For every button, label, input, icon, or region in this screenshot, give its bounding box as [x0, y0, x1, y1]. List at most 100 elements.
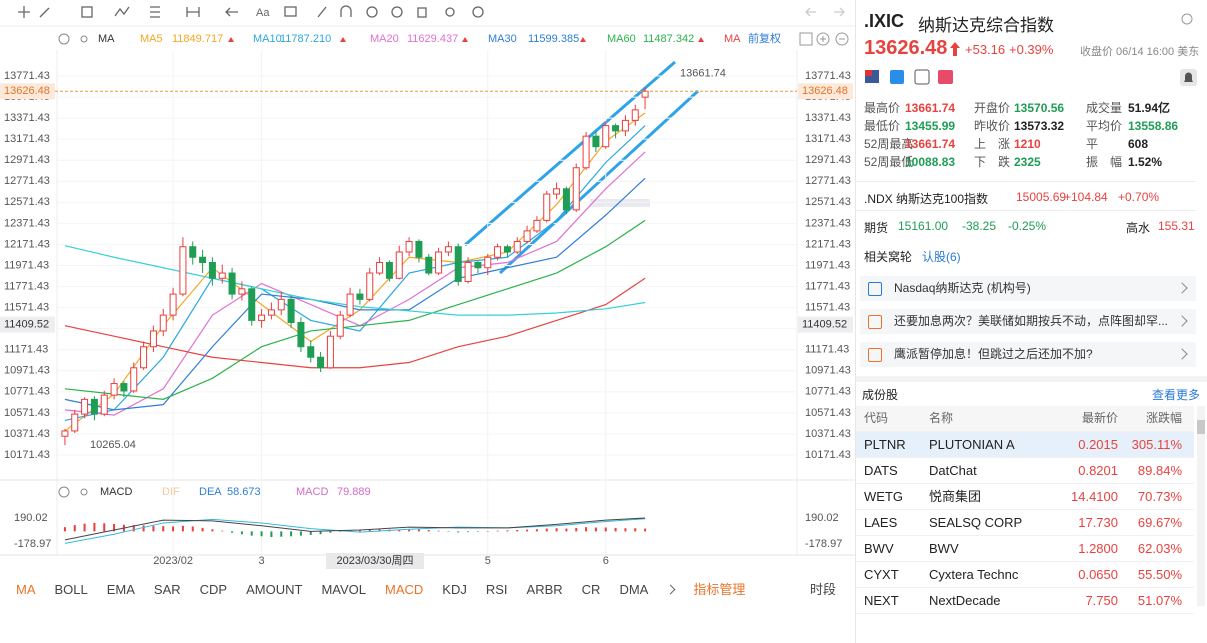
macd-bar [103, 523, 106, 532]
indicator[interactable]: BOLL [54, 582, 88, 597]
candle-body [208, 262, 216, 279]
trend-line[interactable] [498, 89, 700, 275]
lock-tool[interactable] [366, 6, 378, 18]
scroll-thumb[interactable] [1197, 420, 1205, 434]
news-item[interactable]: Nasdaq纳斯达克 (机构号) [860, 276, 1196, 301]
news-icon [868, 315, 882, 329]
adjust-label[interactable]: 前复权 [748, 31, 781, 45]
redo[interactable] [834, 7, 845, 17]
settings-icon[interactable] [58, 33, 70, 45]
indicator[interactable]: MACD [385, 582, 424, 597]
eye-icon[interactable] [80, 488, 88, 496]
indicator[interactable]: KDJ [442, 582, 467, 597]
font-tool[interactable]: Aa [256, 7, 270, 19]
undo[interactable] [805, 7, 816, 17]
table-row[interactable]: CYXT Cyxtera Technc 0.0650 55.50% [856, 562, 1194, 588]
macd-bar [398, 529, 401, 532]
candle-body [110, 383, 118, 396]
zoom-out[interactable] [835, 32, 849, 46]
news-item[interactable]: 鹰派暂停加息！但跳过之后还加不加? [860, 342, 1196, 367]
candle-body [248, 288, 256, 321]
candle-body [258, 314, 266, 321]
arrow-tool[interactable] [225, 7, 238, 17]
indicator[interactable]: RSI [485, 582, 508, 597]
indicator[interactable]: MA [16, 582, 36, 597]
ndx-name[interactable]: .NDX 纳斯达克100指数 [864, 192, 989, 206]
last-price-label: 13626.48 [802, 85, 848, 97]
divider [856, 181, 1196, 182]
candle-body [326, 335, 334, 369]
indicator-manage[interactable]: 指标管理 [693, 582, 746, 597]
indicator[interactable]: ARBR [526, 582, 563, 597]
indicator[interactable]: AMOUNT [246, 582, 303, 597]
table-row[interactable]: BWV BWV 1.2800 62.03% [856, 536, 1194, 562]
flash-icon[interactable] [890, 70, 904, 84]
note-tool[interactable] [284, 6, 297, 17]
settings-tool[interactable] [472, 6, 484, 18]
indicator[interactable]: CDP [199, 582, 228, 597]
expand-button[interactable] [799, 32, 813, 46]
candle-body [612, 125, 620, 132]
status: 收盘价 06/14 16:00 美东 [1080, 46, 1200, 58]
macd-bar [408, 529, 411, 532]
hide-tool[interactable] [391, 6, 403, 18]
indicator[interactable]: EMA [106, 582, 135, 597]
macd-bar [437, 530, 440, 532]
pen-tool[interactable] [317, 6, 327, 18]
y-tick-label: 11971.43 [4, 259, 49, 271]
table-row[interactable]: LAES SEALSQ CORP 17.730 69.67% [856, 510, 1194, 536]
y-tick-label: 11171.43 [805, 344, 849, 356]
crosshair-price: 11409.52 [802, 319, 847, 331]
stat-value: 2325 [1014, 155, 1041, 169]
indicator[interactable]: DMA [619, 582, 649, 597]
macd-bar [417, 529, 420, 532]
news-item[interactable]: 还要加息两次？美联储如期按兵不动，点阵图却罕... [860, 309, 1196, 334]
period[interactable]: 时段 [809, 582, 836, 597]
stat-label: 最低价 [864, 119, 901, 133]
channel-tool[interactable] [150, 6, 160, 18]
fib-tool[interactable] [114, 6, 130, 17]
y-tick-label: 12771.43 [805, 175, 851, 187]
news-icon [868, 348, 882, 362]
fav-icon[interactable] [938, 70, 953, 84]
eye-icon[interactable] [80, 35, 88, 43]
more-link[interactable]: 查看更多 [1152, 388, 1201, 402]
warrants-link[interactable]: 认股(6) [922, 250, 961, 264]
macd-bar [260, 531, 263, 537]
candle-body [297, 322, 305, 348]
indicator[interactable]: SAR [153, 582, 181, 597]
magnet-tool[interactable] [340, 5, 352, 17]
macd-bar [221, 530, 224, 532]
stat-label: 52周最高 [864, 137, 914, 151]
column-header: 代码 [864, 411, 889, 425]
indicator[interactable]: MAVOL [321, 582, 367, 597]
delete-tool[interactable] [417, 7, 427, 18]
candle-body [484, 256, 492, 269]
table-row[interactable]: DATS DatChat 0.8201 89.84% [856, 458, 1194, 484]
table-row[interactable]: WETG 悦商集团 14.4100 70.73% [856, 484, 1194, 510]
candle-body [90, 398, 98, 415]
stat-value: 13455.99 [905, 119, 956, 133]
trend-line[interactable] [464, 60, 676, 247]
table-row[interactable]: PLTNR PLUTONIAN A 0.2015 305.11% [856, 432, 1194, 458]
indicator[interactable]: CR [581, 582, 601, 597]
rect-tool[interactable] [81, 6, 93, 18]
crosshair-price-box [0, 316, 55, 333]
measure-tool[interactable] [186, 7, 200, 17]
change: +53.16 [965, 42, 1006, 57]
link-tool[interactable] [445, 7, 455, 17]
zoom-in[interactable] [816, 32, 830, 46]
candle-body [159, 314, 167, 332]
line-tool[interactable] [39, 7, 50, 18]
crosshair-tool[interactable] [18, 6, 30, 18]
doc-icon[interactable] [914, 69, 930, 85]
settings-icon[interactable] [1180, 12, 1194, 26]
macd-bar [545, 528, 548, 532]
candle-body [543, 193, 551, 221]
macd-bar [565, 528, 568, 532]
ndx-price: 15005.69 [1016, 190, 1067, 204]
macd-tick-label: -178.97 [805, 538, 842, 550]
table-row[interactable]: NEXT NextDecade 7.750 51.07% [856, 588, 1194, 614]
settings-icon[interactable] [58, 486, 70, 498]
cell: NextDecade [929, 593, 1001, 608]
